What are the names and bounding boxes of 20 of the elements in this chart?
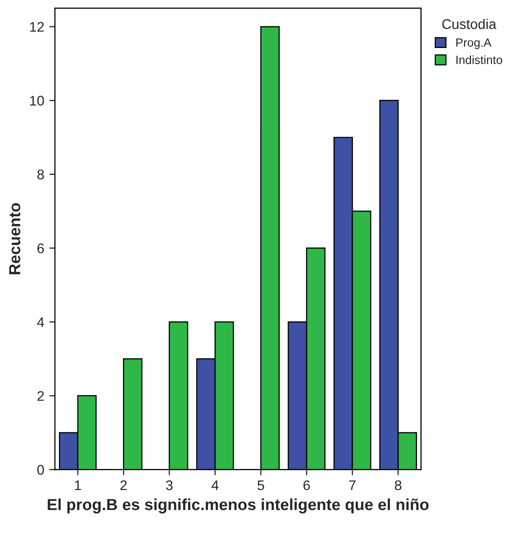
y-tick-label: 0 <box>37 464 44 475</box>
x-axis-title: El prog.B es signific.menos inteligente que el niño <box>48 498 429 514</box>
x-tick-label: 1 <box>74 480 81 490</box>
y-tick-label: 10 <box>30 96 44 106</box>
y-tick-label: 2 <box>37 391 44 401</box>
x-tick-label: 7 <box>349 480 356 490</box>
x-tick-label: 8 <box>394 480 402 490</box>
x-tick-label: 3 <box>166 480 173 490</box>
legend-title: Custodia <box>442 18 496 30</box>
y-tick-label: 6 <box>37 243 44 254</box>
legend-label: Prog.A <box>456 38 492 50</box>
y-axis-title: Recuento <box>9 203 20 274</box>
y-tick-label: 8 <box>37 170 44 180</box>
y-tick-label: 4 <box>37 317 44 327</box>
x-tick-label: 2 <box>120 480 127 490</box>
x-tick-label: 6 <box>303 480 310 490</box>
x-tick-label: 5 <box>258 480 264 490</box>
x-tick-label: 4 <box>212 480 219 490</box>
y-tick-label: 12 <box>30 22 44 32</box>
legend-label: Indistinto <box>456 55 502 64</box>
